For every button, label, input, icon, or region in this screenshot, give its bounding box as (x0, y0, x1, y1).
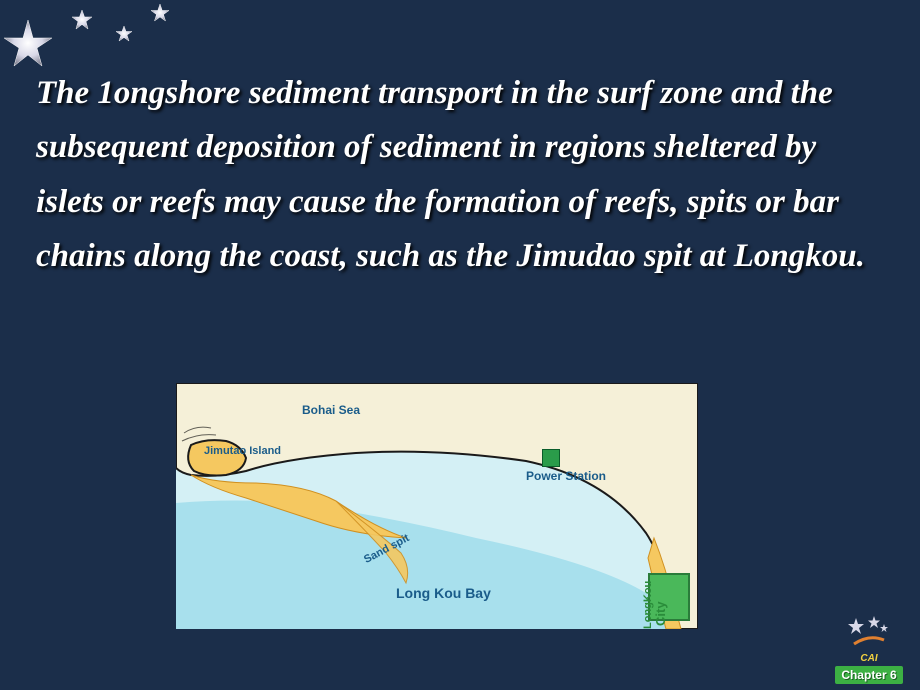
chapter-badge[interactable]: Chapter 6 (835, 666, 902, 684)
label-island: Jimutao Island (204, 445, 281, 457)
label-power-station: Power Station (526, 469, 606, 483)
power-station-marker (542, 449, 560, 467)
map-figure: Bohai Sea Jimutao Island Power Station S… (176, 383, 698, 629)
label-city: City (653, 601, 668, 626)
footer-logo-area: CAI Chapter 6 (830, 616, 908, 684)
logo-stars-icon (844, 616, 894, 650)
cai-label: CAI (830, 653, 908, 664)
paragraph-text: The 1ongshore sediment transport in the … (36, 75, 865, 274)
slide-body-text: The 1ongshore sediment transport in the … (36, 66, 886, 284)
label-bohai-sea: Bohai Sea (302, 403, 360, 417)
label-longkou-bay: Long Kou Bay (396, 585, 491, 601)
